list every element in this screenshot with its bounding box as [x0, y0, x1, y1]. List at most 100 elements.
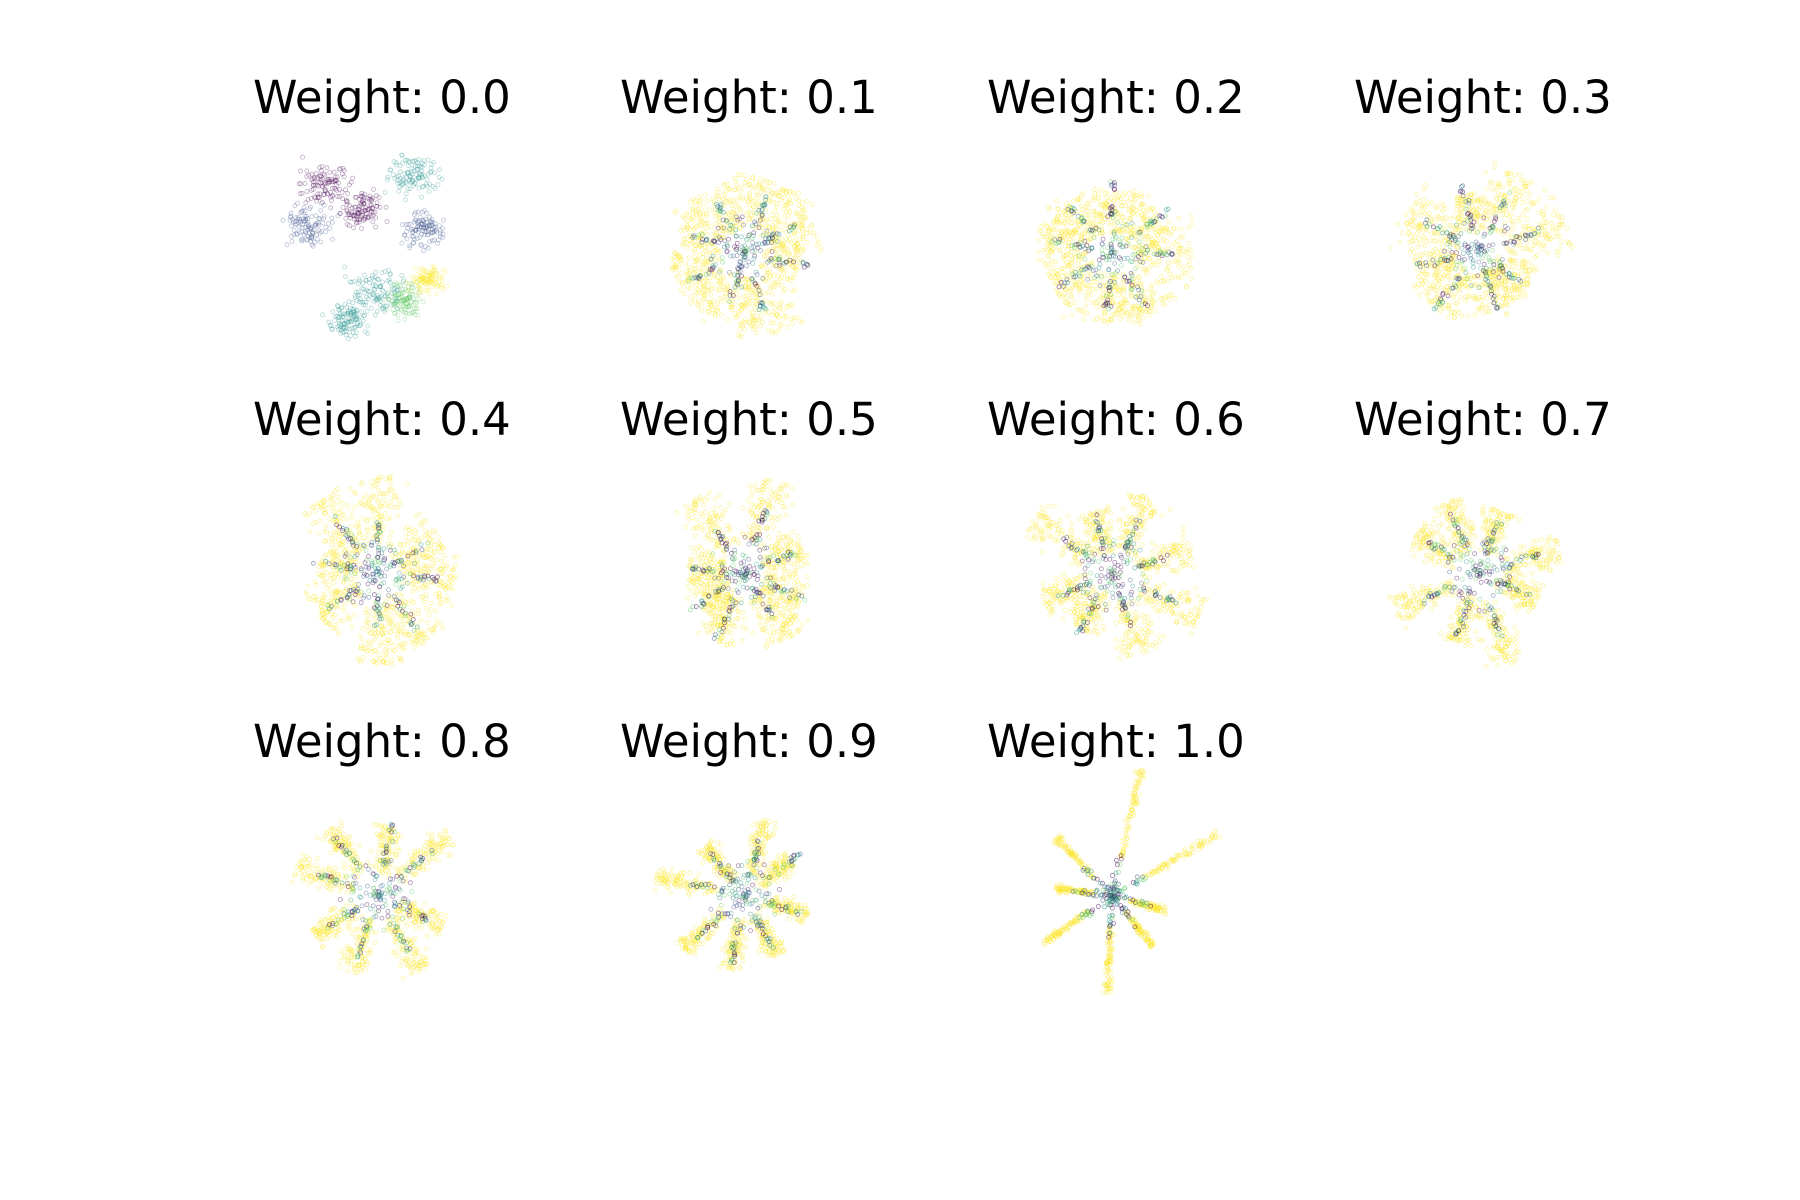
- scatter-point: [1113, 307, 1119, 313]
- scatter-point: [802, 209, 808, 215]
- scatter-point: [1130, 205, 1136, 210]
- scatter-point: [738, 321, 744, 327]
- scatter-point: [1111, 230, 1117, 236]
- scatter-point: [355, 550, 360, 556]
- scatter-point: [362, 208, 368, 213]
- scatter-point: [1048, 248, 1054, 254]
- scatter-point: [708, 256, 714, 262]
- scatter-point: [1470, 282, 1476, 288]
- scatter-point: [1506, 178, 1512, 183]
- scatter-point: [1437, 252, 1443, 257]
- scatter-point: [412, 640, 418, 646]
- scatter-point: [697, 243, 702, 249]
- scatter-point: [375, 292, 381, 298]
- scatter-point: [1508, 248, 1514, 254]
- scatter-point: [1475, 197, 1481, 203]
- scatter-point: [319, 607, 325, 613]
- scatter-point: [1511, 242, 1517, 247]
- scatter-point: [772, 225, 778, 230]
- scatter-point: [402, 306, 408, 312]
- scatter-point: [341, 608, 347, 613]
- scatter-point: [1046, 241, 1051, 247]
- scatter-point: [310, 230, 316, 236]
- scatter-point: [772, 300, 778, 306]
- scatter-point: [1471, 273, 1477, 279]
- scatter-point: [439, 176, 445, 182]
- scatter-point: [1112, 228, 1118, 234]
- scatter-point: [1419, 203, 1425, 209]
- scatter-point: [412, 306, 418, 311]
- scatter-point: [680, 225, 686, 230]
- scatter-point: [315, 571, 321, 576]
- scatter-point: [794, 315, 800, 320]
- scatter-point: [402, 613, 408, 619]
- scatter-point: [377, 303, 383, 308]
- scatter-point: [1508, 258, 1514, 264]
- scatter-point: [718, 299, 724, 305]
- scatter-point: [347, 558, 352, 563]
- scatter-point: [804, 240, 810, 245]
- scatter-point: [1088, 263, 1094, 269]
- scatter-point: [1131, 306, 1137, 312]
- scatter-point: [301, 216, 306, 222]
- scatter-point: [722, 228, 728, 234]
- scatter-point: [349, 325, 355, 331]
- scatter-point: [316, 564, 322, 570]
- scatter-point: [1449, 252, 1455, 257]
- scatter-point: [1442, 248, 1447, 254]
- scatter-point: [1144, 270, 1150, 276]
- scatter-point: [701, 291, 707, 297]
- scatter-point: [1063, 252, 1069, 258]
- scatter-point: [725, 186, 731, 192]
- scatter-point: [406, 177, 412, 183]
- scatter-point: [372, 287, 378, 293]
- scatter-panel: Weight: 0.1: [620, 68, 878, 378]
- scatter-point: [721, 235, 726, 241]
- scatter-point: [437, 234, 443, 239]
- scatter-point: [762, 240, 768, 246]
- scatter-point: [356, 211, 361, 216]
- scatter-point: [353, 324, 358, 330]
- scatter-point: [1092, 299, 1098, 305]
- scatter-point: [366, 609, 372, 614]
- scatter-point: [346, 212, 352, 218]
- scatter-point: [769, 312, 775, 318]
- scatter-point: [753, 281, 759, 287]
- scatter-point: [1149, 305, 1155, 311]
- scatter-point: [299, 238, 304, 244]
- scatter-point: [1093, 209, 1099, 215]
- scatter-point: [370, 195, 376, 201]
- scatter-point: [422, 173, 427, 179]
- scatter-point: [1095, 316, 1100, 322]
- scatter-point: [1140, 242, 1146, 248]
- scatter-point: [711, 238, 717, 244]
- scatter-point: [412, 217, 418, 223]
- scatter-point: [403, 304, 409, 310]
- scatter-point: [425, 232, 431, 238]
- scatter-point: [395, 306, 401, 312]
- scatter-point: [402, 316, 408, 322]
- scatter-point: [1473, 243, 1479, 249]
- scatter-point: [423, 244, 429, 249]
- scatter-point: [347, 486, 353, 492]
- scatter-point: [1464, 226, 1469, 232]
- scatter-point: [717, 235, 722, 241]
- scatter-point: [1149, 299, 1155, 305]
- scatter-point: [384, 219, 390, 224]
- scatter-point: [348, 310, 354, 316]
- scatter-point: [354, 220, 359, 226]
- scatter-point: [385, 621, 391, 626]
- scatter-point: [774, 247, 780, 253]
- scatter-point: [357, 292, 363, 298]
- scatter-point: [1055, 268, 1060, 273]
- scatter-point: [413, 265, 418, 271]
- scatter-point: [398, 655, 404, 661]
- scatter-point: [395, 312, 401, 318]
- scatter-point: [714, 193, 719, 199]
- scatter-point: [703, 221, 709, 227]
- scatter-point: [1063, 295, 1069, 301]
- scatter-point: [1153, 279, 1159, 285]
- scatter-point: [349, 312, 354, 318]
- scatter-point: [420, 228, 426, 233]
- scatter-point: [1443, 265, 1448, 271]
